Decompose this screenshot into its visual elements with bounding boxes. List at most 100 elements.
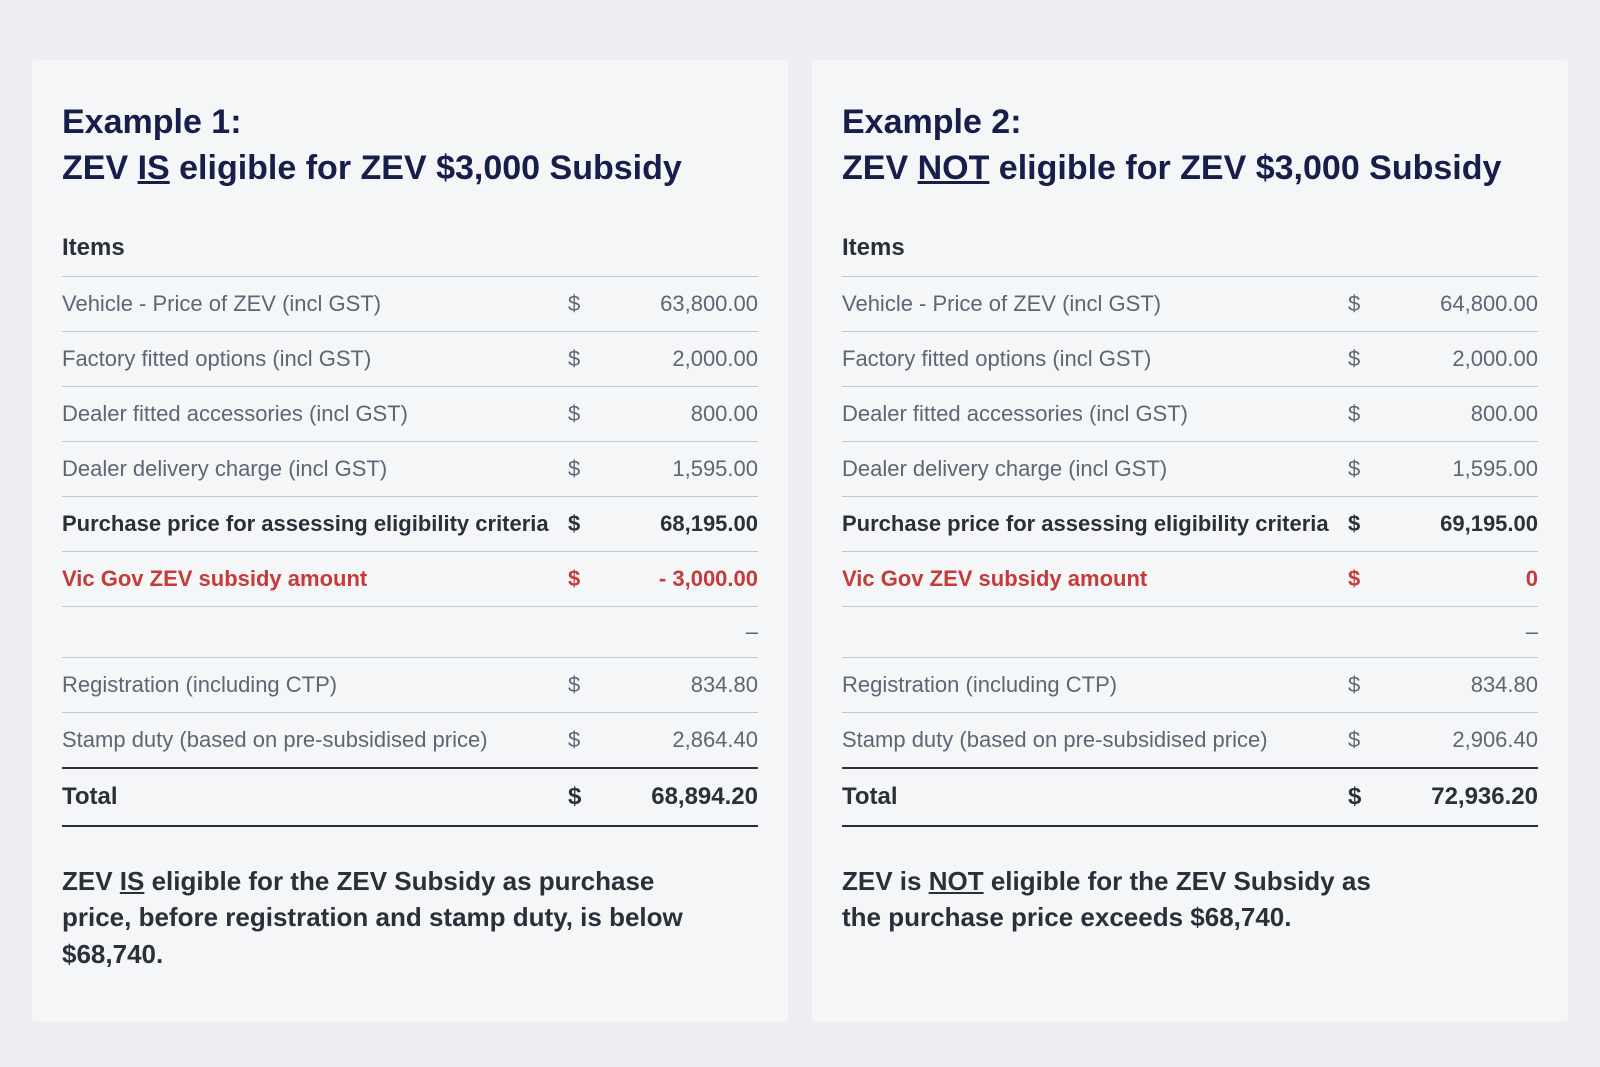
empty-cell	[1338, 606, 1368, 657]
row-label: Dealer delivery charge (incl GST)	[842, 441, 1338, 496]
row-value: 69,195.00	[1368, 496, 1538, 551]
row-label: Purchase price for assessing eligibility…	[842, 496, 1338, 551]
row-value: 1,595.00	[1368, 441, 1538, 496]
row-label: Dealer delivery charge (incl GST)	[62, 441, 558, 496]
purchase-price-row: Purchase price for assessing eligibility…	[62, 496, 758, 551]
title-suffix: eligible for ZEV $3,000 Subsidy	[170, 149, 682, 187]
row-value: 68,894.20	[588, 768, 758, 826]
table-row: Stamp duty (based on pre-subsidised pric…	[62, 712, 758, 768]
row-label: Dealer fitted accessories (incl GST)	[62, 386, 558, 441]
table-header-row: Items	[842, 224, 1538, 277]
footer-prefix: ZEV is	[842, 866, 929, 896]
table-row: Factory fitted options (incl GST) $ 2,00…	[62, 331, 758, 386]
total-row: Total $ 68,894.20	[62, 768, 758, 826]
row-label: Stamp duty (based on pre-subsidised pric…	[62, 712, 558, 768]
row-label: Vehicle - Price of ZEV (incl GST)	[842, 276, 1338, 331]
table-row: Factory fitted options (incl GST) $ 2,00…	[842, 331, 1538, 386]
example-1-table: Items Vehicle - Price of ZEV (incl GST) …	[62, 224, 758, 827]
row-value: 2,864.40	[588, 712, 758, 768]
row-value: 2,000.00	[1368, 331, 1538, 386]
example-1-footer: ZEV IS eligible for the ZEV Subsidy as p…	[62, 863, 702, 972]
table-row: Registration (including CTP) $ 834.80	[62, 657, 758, 712]
example-2-footer: ZEV is NOT eligible for the ZEV Subsidy …	[842, 863, 1402, 936]
dash-cell: –	[588, 606, 758, 657]
row-value: 2,000.00	[588, 331, 758, 386]
empty-cell	[842, 606, 1338, 657]
purchase-price-row: Purchase price for assessing eligibility…	[842, 496, 1538, 551]
row-currency: $	[558, 276, 588, 331]
spacer-row: –	[842, 606, 1538, 657]
row-currency: $	[1338, 496, 1368, 551]
row-currency: $	[558, 657, 588, 712]
row-value: 2,906.40	[1368, 712, 1538, 768]
subsidy-row: Vic Gov ZEV subsidy amount $ 0	[842, 551, 1538, 606]
row-currency: $	[558, 441, 588, 496]
total-row: Total $ 72,936.20	[842, 768, 1538, 826]
row-value: 1,595.00	[588, 441, 758, 496]
row-currency: $	[1338, 712, 1368, 768]
row-currency: $	[558, 768, 588, 826]
row-value: 64,800.00	[1368, 276, 1538, 331]
table-row: Stamp duty (based on pre-subsidised pric…	[842, 712, 1538, 768]
row-label: Stamp duty (based on pre-subsidised pric…	[842, 712, 1338, 768]
row-currency: $	[1338, 768, 1368, 826]
example-2-table: Items Vehicle - Price of ZEV (incl GST) …	[842, 224, 1538, 827]
row-value: 68,195.00	[588, 496, 758, 551]
table-row: Registration (including CTP) $ 834.80	[842, 657, 1538, 712]
row-label: Dealer fitted accessories (incl GST)	[842, 386, 1338, 441]
title-underlined: IS	[138, 149, 170, 187]
example-1-title: Example 1: ZEV IS eligible for ZEV $3,00…	[62, 100, 758, 192]
row-value: 800.00	[588, 386, 758, 441]
table-row: Dealer delivery charge (incl GST) $ 1,59…	[842, 441, 1538, 496]
example-2-panel: Example 2: ZEV NOT eligible for ZEV $3,0…	[812, 60, 1568, 1022]
title-line-1: Example 2:	[842, 103, 1022, 141]
title-suffix: eligible for ZEV $3,000 Subsidy	[989, 149, 1501, 187]
row-value: 800.00	[1368, 386, 1538, 441]
row-currency: $	[1338, 441, 1368, 496]
row-label: Vic Gov ZEV subsidy amount	[842, 551, 1338, 606]
table-row: Vehicle - Price of ZEV (incl GST) $ 63,8…	[62, 276, 758, 331]
row-label: Factory fitted options (incl GST)	[842, 331, 1338, 386]
row-currency: $	[558, 712, 588, 768]
row-label: Vehicle - Price of ZEV (incl GST)	[62, 276, 558, 331]
comparison-page: Example 1: ZEV IS eligible for ZEV $3,00…	[0, 0, 1600, 1042]
items-header: Items	[842, 224, 1338, 277]
table-row: Dealer delivery charge (incl GST) $ 1,59…	[62, 441, 758, 496]
empty-cell	[558, 606, 588, 657]
row-label: Total	[842, 768, 1338, 826]
header-spacer	[558, 224, 758, 277]
table-row: Dealer fitted accessories (incl GST) $ 8…	[842, 386, 1538, 441]
row-value: 0	[1368, 551, 1538, 606]
title-underlined: NOT	[918, 149, 990, 187]
dash-cell: –	[1368, 606, 1538, 657]
row-currency: $	[1338, 276, 1368, 331]
row-currency: $	[1338, 657, 1368, 712]
footer-prefix: ZEV	[62, 866, 120, 896]
footer-underlined: NOT	[929, 866, 984, 896]
row-currency: $	[1338, 386, 1368, 441]
row-currency: $	[558, 496, 588, 551]
footer-underlined: IS	[120, 866, 145, 896]
title-prefix: ZEV	[842, 149, 918, 187]
example-1-panel: Example 1: ZEV IS eligible for ZEV $3,00…	[32, 60, 788, 1022]
header-spacer	[1338, 224, 1538, 277]
row-label: Registration (including CTP)	[842, 657, 1338, 712]
row-currency: $	[558, 331, 588, 386]
row-label: Vic Gov ZEV subsidy amount	[62, 551, 558, 606]
table-header-row: Items	[62, 224, 758, 277]
row-value: 834.80	[1368, 657, 1538, 712]
row-currency: $	[558, 551, 588, 606]
table-row: Vehicle - Price of ZEV (incl GST) $ 64,8…	[842, 276, 1538, 331]
example-2-title: Example 2: ZEV NOT eligible for ZEV $3,0…	[842, 100, 1538, 192]
row-value: 63,800.00	[588, 276, 758, 331]
row-label: Total	[62, 768, 558, 826]
row-currency: $	[1338, 331, 1368, 386]
empty-cell	[62, 606, 558, 657]
items-header: Items	[62, 224, 558, 277]
row-value: 72,936.20	[1368, 768, 1538, 826]
row-value: - 3,000.00	[588, 551, 758, 606]
title-prefix: ZEV	[62, 149, 138, 187]
row-currency: $	[558, 386, 588, 441]
table-row: Dealer fitted accessories (incl GST) $ 8…	[62, 386, 758, 441]
row-label: Purchase price for assessing eligibility…	[62, 496, 558, 551]
